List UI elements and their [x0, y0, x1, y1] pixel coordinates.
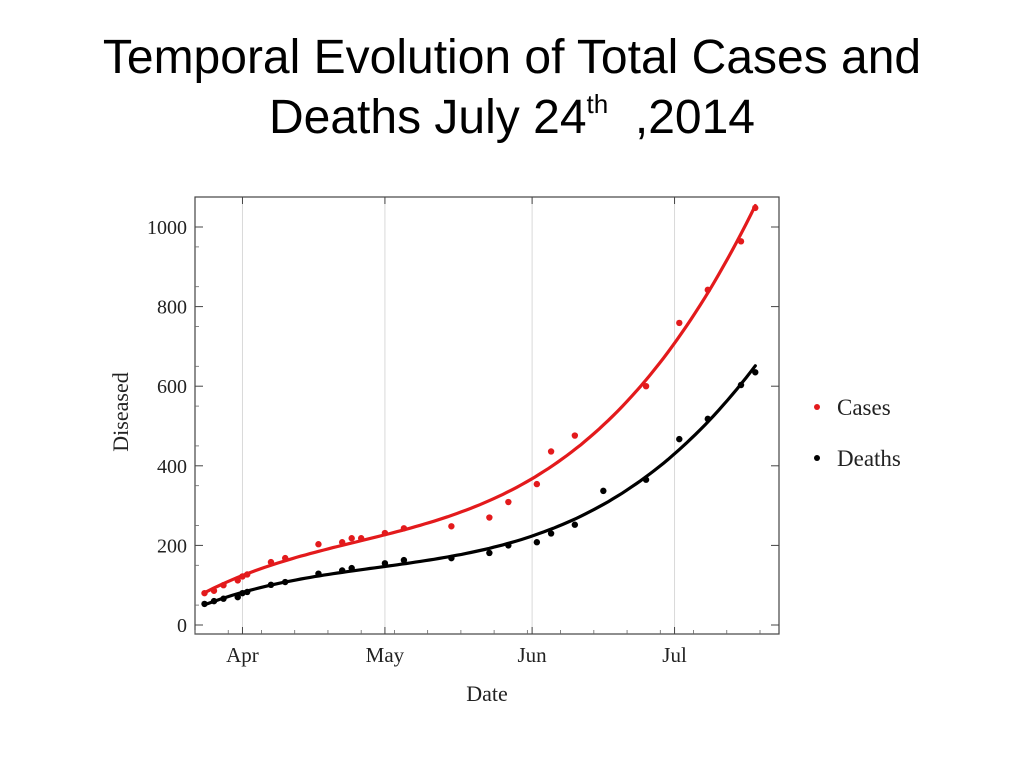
data-point-deaths — [338, 567, 346, 574]
y-tick-label: 0 — [177, 615, 187, 637]
data-point-cases — [210, 587, 218, 594]
data-point-cases — [642, 383, 650, 390]
x-tick-label: Apr — [226, 643, 259, 667]
data-point-cases — [547, 448, 555, 455]
data-point-deaths — [267, 581, 275, 589]
data-point-deaths — [704, 415, 711, 423]
data-point-cases — [381, 529, 389, 537]
curve-layer — [202, 204, 757, 607]
slide-title-line-2: Deaths July 24th ,2014 — [0, 88, 1024, 148]
data-point-cases — [448, 523, 455, 530]
data-point-cases — [244, 571, 251, 578]
data-point-cases — [338, 539, 346, 546]
data-point-deaths — [642, 476, 650, 483]
y-tick-label: 400 — [157, 456, 187, 478]
slide-title-line-2-main: Deaths July 24 — [269, 91, 587, 144]
data-point-deaths — [676, 435, 683, 443]
data-point-deaths — [282, 578, 289, 586]
y-axis-label: Diseased — [108, 372, 133, 451]
data-point-cases — [400, 525, 408, 532]
legend-label-deaths: Deaths — [837, 446, 901, 471]
legend-marker-deaths — [814, 455, 820, 461]
y-tick-label: 800 — [157, 297, 187, 319]
data-point-deaths — [220, 595, 227, 602]
x-tick-label: Jun — [518, 643, 548, 667]
data-point-cases — [315, 541, 322, 548]
data-point-deaths — [201, 600, 208, 608]
data-point-cases — [267, 558, 275, 566]
data-point-cases — [571, 432, 579, 439]
data-point-cases — [486, 514, 493, 521]
y-tick-label: 1000 — [147, 217, 187, 239]
y-tick-label: 200 — [157, 535, 187, 557]
grid-layer — [241, 197, 676, 634]
data-point-deaths — [210, 597, 218, 605]
data-point-deaths — [505, 542, 512, 549]
data-point-deaths — [737, 381, 745, 389]
data-point-cases — [737, 238, 745, 245]
data-point-deaths — [547, 530, 555, 537]
legend-marker-cases — [814, 404, 820, 410]
data-point-deaths — [315, 570, 322, 577]
x-axis-label: Date — [466, 681, 508, 706]
data-point-deaths — [381, 560, 389, 567]
slide-title: Temporal Evolution of Total Cases and De… — [0, 28, 1024, 148]
fit-curve-deaths — [202, 364, 757, 607]
legend-label-cases: Cases — [837, 395, 891, 420]
data-point-cases — [505, 498, 512, 506]
slide-title-line-2-tail: ,2014 — [634, 91, 755, 144]
legend: Cases Deaths — [814, 395, 901, 471]
fit-curve-cases — [202, 204, 757, 595]
tick-layer: Apr May Jun Jul 0 200 400 600 800 1000 — [147, 197, 779, 667]
data-point-cases — [676, 319, 683, 327]
data-point-cases — [357, 535, 365, 542]
data-point-deaths — [533, 539, 541, 546]
data-point-deaths — [486, 549, 493, 557]
data-point-deaths — [448, 554, 455, 562]
data-point-deaths — [234, 593, 241, 601]
data-point-deaths — [600, 487, 607, 495]
data-point-cases — [220, 582, 227, 589]
data-point-deaths — [400, 556, 408, 564]
y-tick-label: 600 — [157, 376, 187, 398]
data-point-cases — [201, 589, 208, 597]
data-point-deaths — [571, 521, 579, 528]
x-tick-label: May — [366, 643, 405, 667]
slide-title-line-1: Temporal Evolution of Total Cases and — [102, 31, 922, 84]
slide-title-superscript: th — [586, 89, 609, 119]
data-point-deaths — [752, 369, 759, 376]
data-point-cases — [282, 554, 289, 562]
plot-frame — [194, 196, 780, 635]
data-point-cases — [348, 535, 355, 542]
x-tick-label: Jul — [662, 643, 687, 667]
data-point-deaths — [348, 564, 355, 572]
data-point-cases — [752, 204, 759, 212]
data-point-cases — [533, 480, 541, 488]
data-point-deaths — [244, 588, 251, 596]
point-layer — [201, 204, 759, 608]
data-point-cases — [234, 577, 241, 584]
data-point-cases — [704, 286, 711, 294]
